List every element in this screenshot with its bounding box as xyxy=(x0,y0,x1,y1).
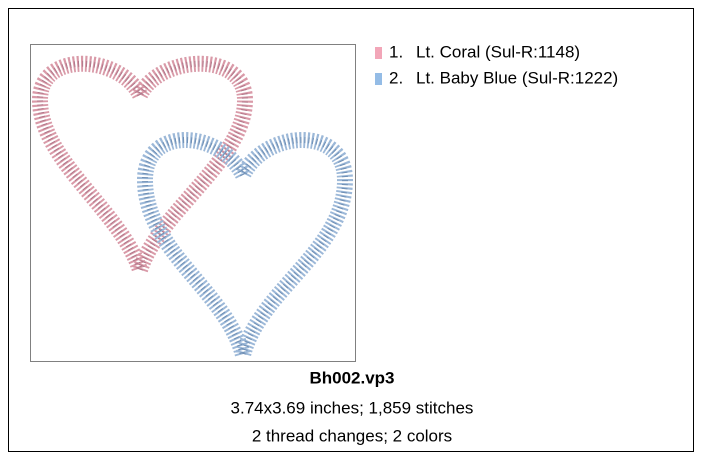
blue-heart-inner xyxy=(141,137,349,367)
thread-swatch xyxy=(375,73,382,85)
file-summary: 2 thread changes; 2 colors xyxy=(252,426,452,445)
file-name: Bh002.vp3 xyxy=(309,368,394,387)
thread-name: Lt. Baby Blue (Sul-R:1222) xyxy=(416,68,618,87)
thread-name: Lt. Coral (Sul-R:1148) xyxy=(416,42,580,61)
thread-number: 2. xyxy=(389,68,403,87)
thread-number: 1. xyxy=(389,42,403,61)
thread-swatch xyxy=(375,47,382,59)
design-box xyxy=(30,44,356,362)
design-image xyxy=(31,55,354,386)
file-details: 3.74x3.69 inches; 1,859 stitches xyxy=(231,398,474,417)
